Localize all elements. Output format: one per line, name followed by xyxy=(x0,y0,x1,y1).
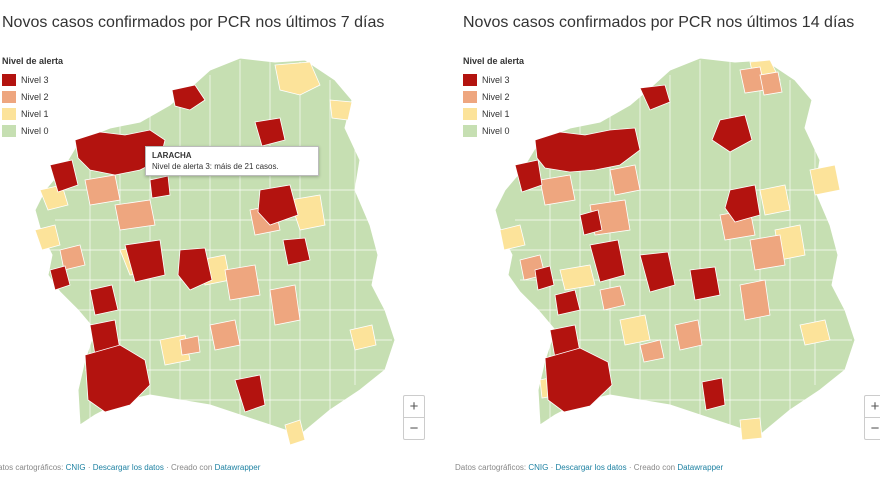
legend-swatch xyxy=(2,73,16,86)
galicia-map-7-days[interactable] xyxy=(0,40,440,460)
legend-swatch xyxy=(463,73,477,86)
legend-swatch xyxy=(2,124,16,137)
legend-swatch xyxy=(2,90,16,103)
legend-item-nivel0: Nivel 0 xyxy=(2,122,63,139)
legend-label: Nivel 3 xyxy=(482,74,510,85)
map-footer: atos cartográficos: CNIG · Descargar los… xyxy=(0,463,260,472)
download-data-link[interactable]: Descargar los datos xyxy=(555,463,627,472)
map-footer: Datos cartográficos: CNIG · Descargar lo… xyxy=(455,463,723,472)
datawrapper-link[interactable]: Datawrapper xyxy=(214,463,261,472)
footer-created-with: · Creado con xyxy=(626,463,678,472)
legend-swatch xyxy=(463,124,477,137)
zoom-controls: + − xyxy=(403,395,425,440)
legend: Nivel de alerta Nivel 3 Nivel 2 Nivel 1 … xyxy=(2,56,63,139)
nivel1-municipalities xyxy=(34,61,377,446)
legend-item-nivel0: Nivel 0 xyxy=(463,122,524,139)
nivel2-municipalities xyxy=(519,66,786,363)
nivel3-municipalities xyxy=(514,84,761,413)
cnig-link[interactable]: CNIG xyxy=(528,463,549,472)
footer-created-with: · Creado con xyxy=(163,463,215,472)
legend-swatch xyxy=(2,107,16,120)
legend-label: Nivel 0 xyxy=(21,125,49,136)
legend-label: Nivel 3 xyxy=(21,74,49,85)
zoom-in-button[interactable]: + xyxy=(870,398,880,415)
nivel1-municipalities xyxy=(499,59,841,441)
nivel2-municipalities xyxy=(59,174,301,356)
zoom-in-button[interactable]: + xyxy=(409,398,419,415)
legend-item-nivel3: Nivel 3 xyxy=(463,71,524,88)
map-tooltip: LARACHA Nivel de alerta 3: máis de 21 ca… xyxy=(145,146,319,176)
legend-label: Nivel 1 xyxy=(21,108,49,119)
map-title: Novos casos confirmados por PCR nos últi… xyxy=(2,14,385,31)
legend-label: Nivel 2 xyxy=(482,91,510,102)
tooltip-title: LARACHA xyxy=(152,151,192,160)
zoom-controls: + − xyxy=(864,395,880,440)
footer-prefix: Datos cartográficos: xyxy=(455,463,529,472)
legend-swatch xyxy=(463,107,477,120)
legend-item-nivel3: Nivel 3 xyxy=(2,71,63,88)
datawrapper-link[interactable]: Datawrapper xyxy=(677,463,724,472)
legend-title: Nivel de alerta xyxy=(463,56,525,66)
legend-label: Nivel 0 xyxy=(482,125,510,136)
download-data-link[interactable]: Descargar los datos xyxy=(92,463,164,472)
legend-swatch xyxy=(463,90,477,103)
legend: Nivel de alerta Nivel 3 Nivel 2 Nivel 1 … xyxy=(463,56,524,139)
tooltip-text: Nivel de alerta 3: máis de 21 casos. xyxy=(152,162,279,171)
footer-separator: · xyxy=(85,463,93,472)
legend-item-nivel2: Nivel 2 xyxy=(2,88,63,105)
legend-label: Nivel 2 xyxy=(21,91,49,102)
zoom-out-button[interactable]: − xyxy=(865,417,880,439)
legend-item-nivel1: Nivel 1 xyxy=(463,105,524,122)
footer-prefix: atos cartográficos: xyxy=(0,463,66,472)
legend-item-nivel2: Nivel 2 xyxy=(463,88,524,105)
nivel3-municipalities xyxy=(49,84,311,413)
map-panel-7-days: Novos casos confirmados por PCR nos últi… xyxy=(0,14,440,472)
footer-separator: · xyxy=(548,463,556,472)
zoom-out-button[interactable]: − xyxy=(404,417,424,439)
map-panel-14-days: Novos casos confirmados por PCR nos últi… xyxy=(440,0,880,495)
legend-label: Nivel 1 xyxy=(482,108,510,119)
legend-title: Nivel de alerta xyxy=(2,56,64,66)
map-title: Novos casos confirmados por PCR nos últi… xyxy=(463,14,855,31)
legend-item-nivel1: Nivel 1 xyxy=(2,105,63,122)
cnig-link[interactable]: CNIG xyxy=(65,463,86,472)
galicia-map-14-days[interactable] xyxy=(440,40,880,460)
